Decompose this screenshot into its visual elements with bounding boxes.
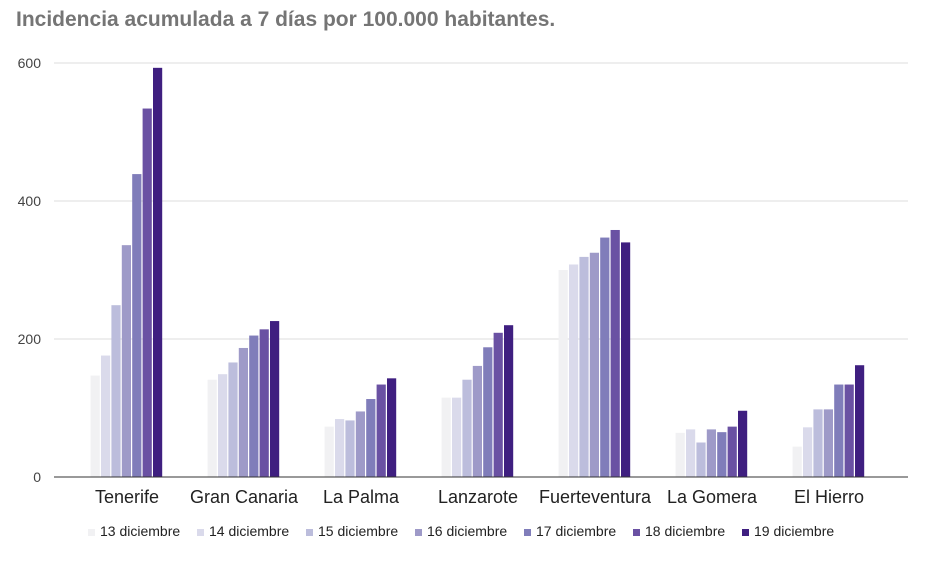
bar <box>844 384 854 477</box>
x-category-label: Gran Canaria <box>190 487 299 507</box>
bar <box>238 347 248 477</box>
bar <box>259 329 269 477</box>
y-axis-ticks: 0 200 400 600 <box>18 55 42 485</box>
bar <box>142 108 152 477</box>
legend-swatch <box>633 529 640 536</box>
bar <box>335 419 345 477</box>
bar <box>228 362 238 477</box>
bars <box>90 67 865 477</box>
legend-swatch <box>88 529 95 536</box>
legend: 13 diciembre 14 diciembre 15 diciembre 16 d… <box>88 523 834 539</box>
bar <box>610 229 620 477</box>
x-category-label: Fuerteventura <box>539 487 652 507</box>
bar <box>101 355 111 477</box>
bar <box>249 335 259 477</box>
legend-label: 13 diciembre <box>100 523 180 539</box>
legend-swatch <box>524 529 531 536</box>
legend-swatch <box>197 529 204 536</box>
bar <box>569 264 579 477</box>
legend-swatch <box>306 529 313 536</box>
legend-label: 16 diciembre <box>427 523 507 539</box>
x-category-label: El Hierro <box>794 487 864 507</box>
bar <box>441 397 451 477</box>
bar <box>558 270 568 477</box>
grid-lines <box>54 62 908 340</box>
bar <box>324 426 334 477</box>
chart-title: Incidencia acumulada a 7 días por 100.00… <box>16 8 556 31</box>
bar <box>589 252 599 477</box>
x-category-label: Tenerife <box>95 487 159 507</box>
bar <box>621 242 631 477</box>
bar <box>686 429 696 477</box>
x-category-label: La Gomera <box>667 487 758 507</box>
bar <box>218 374 228 477</box>
bar <box>270 321 280 477</box>
bar <box>504 325 514 477</box>
x-category-label: Lanzarote <box>438 487 518 507</box>
bar <box>132 174 142 477</box>
bar <box>345 420 355 477</box>
bar <box>717 432 727 477</box>
bar <box>834 384 844 477</box>
bar <box>813 409 823 477</box>
bar <box>153 67 163 477</box>
bar <box>706 429 716 477</box>
legend-label: 18 diciembre <box>645 523 725 539</box>
bar <box>855 365 865 477</box>
bar <box>207 379 217 477</box>
legend-label: 15 diciembre <box>318 523 398 539</box>
x-axis-categories: Tenerife Gran Canaria La Palma Lanzarote Fue… <box>95 487 864 507</box>
bar <box>823 409 833 477</box>
y-tick-label: 400 <box>18 193 42 209</box>
bar <box>696 442 706 477</box>
legend-label: 14 diciembre <box>209 523 289 539</box>
legend-label: 17 diciembre <box>536 523 616 539</box>
legend-swatch <box>742 529 749 536</box>
bar <box>111 305 121 477</box>
bar <box>472 365 482 477</box>
bar <box>727 426 737 477</box>
legend-swatch <box>415 529 422 536</box>
bar <box>376 384 386 477</box>
bar <box>792 446 802 477</box>
bar <box>579 256 589 477</box>
bar <box>387 378 397 477</box>
bar <box>600 237 610 477</box>
bar <box>483 347 493 477</box>
y-tick-label: 600 <box>18 55 42 71</box>
bar <box>675 432 685 477</box>
bar <box>355 411 365 477</box>
y-tick-label: 200 <box>18 331 42 347</box>
x-category-label: La Palma <box>323 487 400 507</box>
bar <box>462 379 472 477</box>
bar <box>493 332 503 477</box>
bar <box>452 397 462 477</box>
bar <box>738 410 748 477</box>
bar <box>121 245 131 477</box>
bar <box>90 375 100 477</box>
bar <box>366 399 376 477</box>
legend-label: 19 diciembre <box>754 523 834 539</box>
bar <box>803 427 813 477</box>
y-tick-label: 0 <box>33 469 41 485</box>
